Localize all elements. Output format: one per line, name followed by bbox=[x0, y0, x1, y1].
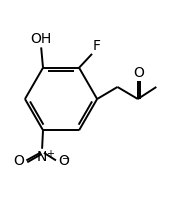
Text: O: O bbox=[134, 66, 144, 80]
Text: N: N bbox=[37, 150, 47, 164]
Text: O: O bbox=[58, 154, 69, 168]
Text: F: F bbox=[93, 39, 101, 53]
Text: −: − bbox=[62, 154, 70, 165]
Text: +: + bbox=[46, 149, 54, 159]
Text: O: O bbox=[13, 154, 24, 168]
Text: OH: OH bbox=[31, 32, 52, 47]
